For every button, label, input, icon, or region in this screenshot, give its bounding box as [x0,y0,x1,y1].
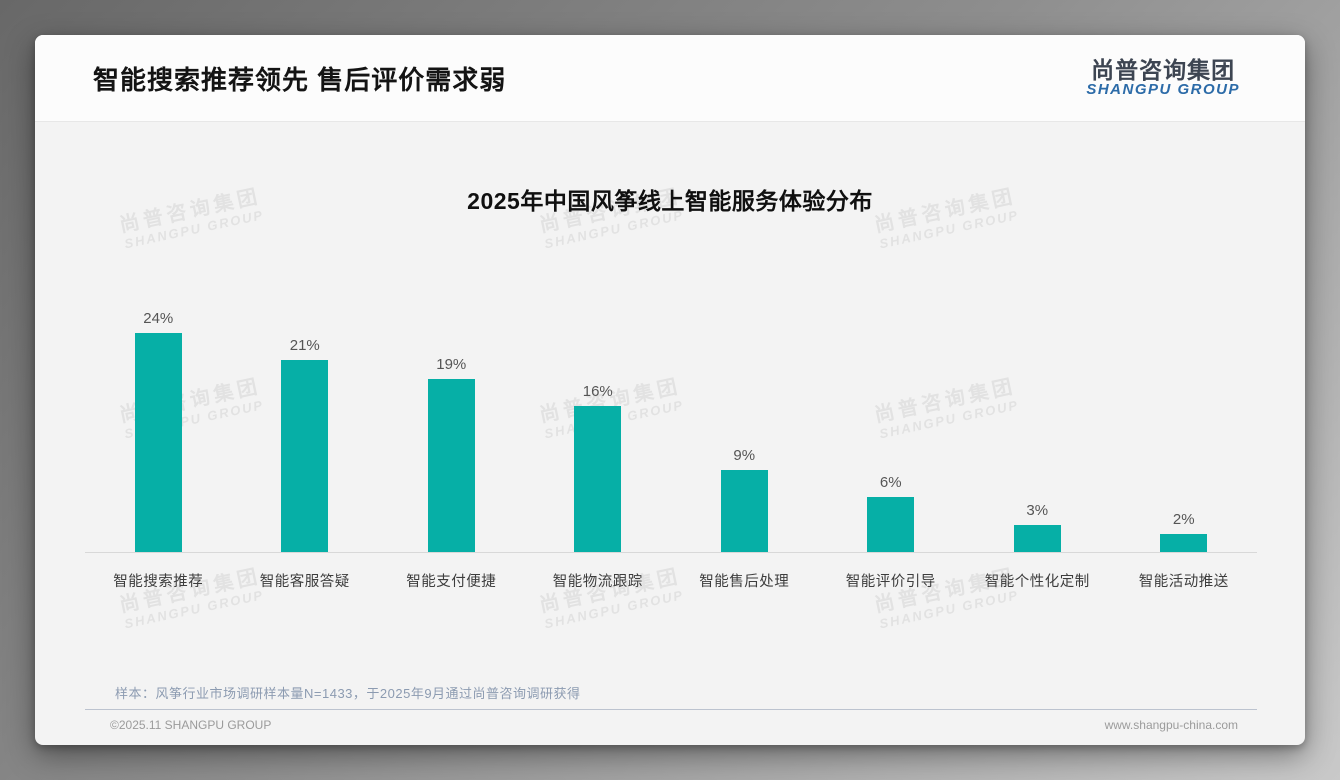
bar-value-label: 19% [436,356,467,373]
bar [867,497,915,552]
x-axis-label: 智能客服答疑 [259,574,350,590]
bar [134,333,182,552]
bar [1013,525,1061,552]
bar-value-label: 21% [289,337,320,354]
watermark-english-text: SHANGPU GROUP [123,587,266,632]
bar [281,360,329,552]
slide-header: 智能搜索推荐领先 售后评价需求弱 尚普咨询集团 SHANGPU GROUP [35,35,1305,122]
x-axis-label: 智能评价引导 [845,574,936,590]
sample-note: 样本：风筝行业市场调研样本量N=1433，于2025年9月通过尚普咨询调研获得 [115,686,581,701]
bar [574,406,622,552]
x-axis-label: 智能支付便捷 [406,574,497,590]
bar-column: 16% [525,297,672,552]
x-axis-label: 智能活动推送 [1138,574,1229,590]
logo-chinese-text: 尚普咨询集团 [1091,57,1236,84]
bar-column: 2% [1111,297,1258,552]
bar-value-label: 16% [582,383,613,400]
bar-column: 6% [818,297,965,552]
bar-column: 19% [378,297,525,552]
watermark-english-text: SHANGPU GROUP [543,587,686,632]
bar-value-label: 2% [1172,511,1195,528]
bar-value-label: 6% [879,474,902,491]
copyright-text: ©2025.11 SHANGPU GROUP [110,718,272,732]
bar-column: 3% [964,297,1111,552]
logo-english-text: SHANGPU GROUP [1086,81,1240,99]
bar-column: 9% [671,297,818,552]
chart-title: 2025年中国风筝线上智能服务体验分布 [467,188,873,214]
bar-value-label: 3% [1026,502,1049,519]
watermark-english-text: SHANGPU GROUP [878,587,1021,632]
slide-card: 尚普咨询集团 SHANGPU GROUP 尚普咨询集团 SHANGPU GROUP 尚普… [35,35,1305,745]
x-axis-label: 智能搜索推荐 [113,574,204,590]
bar-column: 21% [232,297,379,552]
bar-column: 24% [85,297,232,552]
bar [720,470,768,552]
website-text: www.shangpu-china.com [1104,718,1238,732]
bar-value-label: 24% [143,310,174,327]
bar [1160,534,1208,552]
x-axis-labels: 智能搜索推荐 智能客服答疑 智能支付便捷 智能物流跟踪 智能售后处理 智能评价引导 智能个性… [85,553,1257,591]
bar-value-label: 9% [733,447,756,464]
company-logo: 尚普咨询集团 SHANGPU GROUP [1086,58,1240,98]
bar-chart: 24% 21% 19% 16% 9% 6% 3% 2% 智能搜索推荐 智能客服答疑 智能支付便捷智… [85,297,1257,591]
page-title: 智能搜索推荐领先 售后评价需求弱 [93,64,507,95]
plot-area: 24% 21% 19% 16% 9% 6% 3% 2% [85,297,1257,553]
footer-divider [85,709,1257,710]
x-axis-label: 智能物流跟踪 [552,574,643,590]
bar [427,379,475,552]
x-axis-label: 智能售后处理 [699,574,790,590]
x-axis-label: 智能个性化定制 [984,574,1090,590]
